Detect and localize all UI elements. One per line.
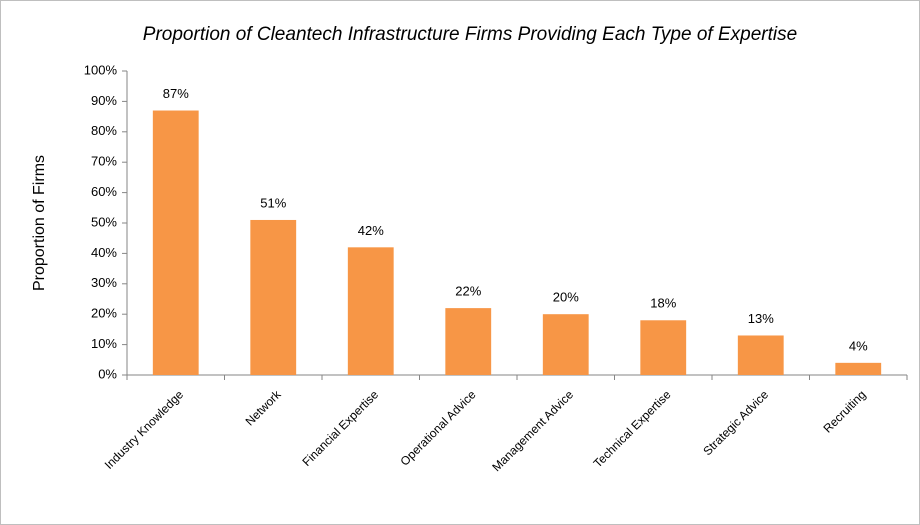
y-tick-label: 40% <box>91 245 117 260</box>
y-tick-label: 80% <box>91 123 117 138</box>
y-tick-label: 10% <box>91 336 117 351</box>
bar <box>250 219 297 375</box>
y-tick-label: 20% <box>91 306 117 321</box>
value-label: 4% <box>849 338 868 353</box>
y-tick-label: 60% <box>91 184 117 199</box>
value-label: 18% <box>650 296 676 311</box>
value-label: 22% <box>455 284 481 299</box>
y-tick-label: 90% <box>91 93 117 108</box>
bar <box>737 335 784 375</box>
y-tick-label: 50% <box>91 214 117 229</box>
bar <box>542 314 589 375</box>
bar <box>445 308 492 375</box>
value-label: 51% <box>260 195 286 210</box>
value-label: 87% <box>163 86 189 101</box>
bar <box>640 320 687 375</box>
chart-title: Proportion of Cleantech Infrastructure F… <box>143 24 797 45</box>
value-label: 20% <box>553 290 579 305</box>
y-tick-label: 30% <box>91 275 117 290</box>
value-label: 42% <box>358 223 384 238</box>
bar <box>347 247 394 375</box>
bar <box>152 110 199 376</box>
bar <box>835 362 882 375</box>
value-label: 13% <box>748 311 774 326</box>
y-tick-label: 70% <box>91 154 117 169</box>
y-axis-label: Proportion of Firms <box>31 155 48 291</box>
y-tick-label: 0% <box>98 366 117 381</box>
y-tick-label: 100% <box>84 62 118 77</box>
